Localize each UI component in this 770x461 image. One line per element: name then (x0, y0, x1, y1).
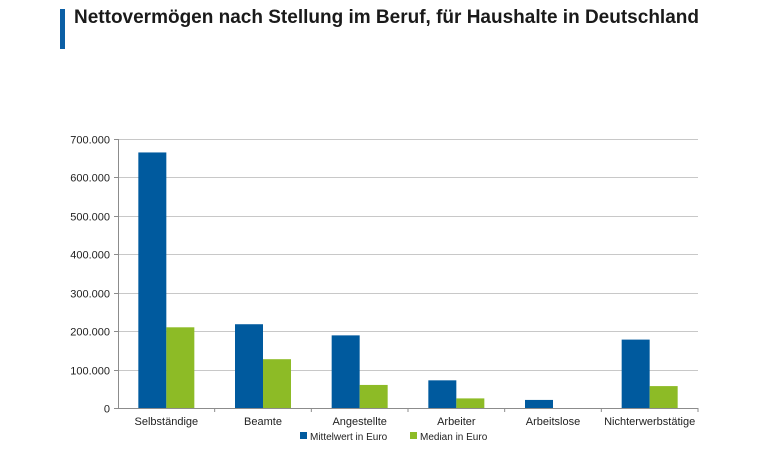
bar-median-2 (359, 384, 388, 408)
y-tick-label: 700.000 (70, 135, 110, 147)
y-tick-label: 100.000 (70, 366, 110, 378)
bar-median-1 (263, 359, 291, 408)
y-tick-label: 500.000 (70, 212, 110, 224)
x-axis-tick-labels: Selbständige Beamte Angestellte Arbeiter Arb… (135, 416, 696, 428)
bar-mittelwert-2 (331, 335, 360, 408)
bar-mittelwert-1 (235, 324, 263, 408)
bar-median-3 (456, 398, 485, 408)
bars (138, 152, 678, 408)
legend-swatch-1 (410, 432, 417, 439)
bar-median-5 (649, 386, 678, 408)
y-tick-label: 400.000 (70, 250, 110, 262)
bar-mittelwert-4 (525, 399, 553, 408)
y-tick-label: 200.000 (70, 327, 110, 339)
x-tick-label: Arbeitslose (526, 416, 580, 428)
gridlines (118, 139, 698, 371)
legend: Mittelwert in Euro Median in Euro (300, 432, 488, 443)
y-tick-label: 600.000 (70, 173, 110, 185)
x-tick-label: Arbeiter (437, 416, 476, 428)
x-tick-label: Beamte (244, 416, 282, 428)
bar-mittelwert-3 (428, 380, 457, 408)
y-axis-tick-labels: 0 100.000 200.000 300.000 400.000 500.000 600.… (70, 135, 110, 416)
bar-mittelwert-5 (621, 339, 650, 408)
legend-label-0: Mittelwert in Euro (310, 432, 388, 443)
page-title: Nettovermögen nach Stellung im Beruf, fü… (74, 7, 699, 28)
y-tick-label: 0 (104, 404, 110, 416)
bar-median-0 (166, 327, 195, 408)
title-accent-bar (60, 9, 65, 49)
axes (114, 139, 699, 412)
x-tick-label: Nichterwerbstätige (604, 416, 695, 428)
bar-mittelwert-0 (138, 152, 167, 408)
y-tick-label: 300.000 (70, 289, 110, 301)
x-tick-label: Angestellte (332, 416, 386, 428)
x-tick-label: Selbständige (135, 416, 199, 428)
legend-swatch-0 (300, 432, 307, 439)
legend-label-1: Median in Euro (420, 432, 488, 443)
